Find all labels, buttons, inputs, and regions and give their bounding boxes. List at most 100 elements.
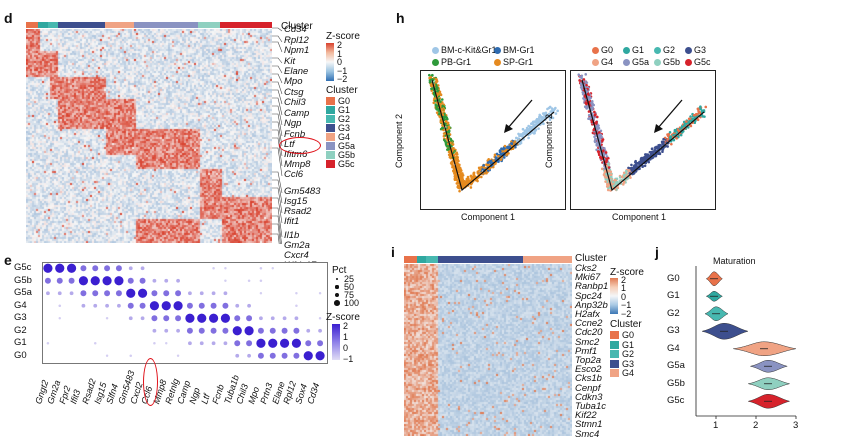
trajectory-point [451,147,455,150]
gene-leader-line [272,171,283,194]
dot [173,301,183,311]
dot [294,316,299,321]
panel-d-legend-label: G2 [338,114,351,124]
dot [58,317,61,320]
trajectory-point [604,180,607,183]
trajectory-point [430,87,433,91]
trajectory-point [589,96,592,100]
panel-e-zscore-tick: 1 [343,332,349,342]
trajectory-point [501,147,504,151]
panel-d-legend-label: G5b [338,150,356,160]
gene-leader-line [272,113,283,137]
trajectory-point [502,156,506,159]
trajectory-point [647,154,650,158]
panel-h-right-legend-dot [654,59,661,66]
dot [57,291,62,296]
dot [318,328,322,333]
dot [58,304,62,308]
panel-i-legend-swatch [610,350,619,358]
trajectory-point [675,137,678,140]
trajectory-point [689,115,692,118]
panel-d-zscore-tick: 1 [337,48,343,59]
trajectory-point [529,125,533,129]
gene-leader-line [272,65,283,74]
panel-d-zscore-tick: −1 [337,65,348,76]
panel-h-right-legend-label: G5b [663,57,681,67]
panel-j-letter: j [655,244,659,260]
dot [152,328,157,333]
trajectory-point [604,169,607,173]
trajectory-point [634,159,637,163]
trajectory-point [602,149,605,153]
panel-e-pct-dot [335,285,339,289]
gene-leader-line [272,89,283,105]
trajectory-point [627,169,631,173]
trajectory-point [643,155,647,159]
dot [291,338,302,348]
trajectory-point [578,79,581,82]
trajectory-point [635,162,638,166]
trajectory-point [521,134,524,137]
trajectory-point [453,172,456,175]
panel-d-cluster-segment [134,22,199,28]
dot [315,351,325,361]
panel-i-heatmap [404,264,572,436]
panel-i-legend-label: G1 [622,339,635,350]
panel-h-left-ylabel: Component 2 [394,113,405,169]
panel-e-letter: e [4,252,12,268]
trajectory-point [487,160,491,164]
trajectory-point [656,146,660,149]
trajectory-point [587,117,590,121]
panel-d-cluster-segment [26,22,39,28]
trajectory-point [527,124,530,128]
dot [115,290,122,297]
gene-leader-line [272,187,283,214]
dot [259,292,263,295]
dot [128,266,133,271]
trajectory-point [499,150,502,153]
trajectory-point [641,165,644,169]
panel-h-right-legend-dot [685,59,692,66]
dot [139,302,146,309]
trajectory-point [480,166,483,169]
trajectory-point [689,124,693,128]
trajectory-point [699,105,702,108]
panel-j-row-label: G4 [667,342,680,354]
trajectory-point [661,141,664,145]
gene-leader-line [272,35,283,43]
trajectory-point [440,98,444,101]
panel-d-zscore-tick: −2 [337,74,348,84]
panel-d-cluster-segment [198,22,221,28]
trajectory-point [542,112,546,115]
panel-i-gene-label: Cdc20 [575,327,603,339]
dot [104,290,111,297]
dot [293,352,300,359]
dot [164,328,169,333]
gene-label-mpo: Mpo [284,76,303,87]
panel-d-legend-label: G5a [338,141,356,151]
dot [140,266,145,271]
trajectory-point [449,141,452,145]
gene-label-kit: Kit [284,56,296,67]
dot [165,342,168,345]
dot [303,351,313,361]
gene-label-rsad2: Rsad2 [284,206,312,217]
trajectory-point [670,142,673,146]
panel-e-pct-tick: 25 [344,274,355,284]
trajectory-point [482,166,486,169]
panel-e-row-label: G5a [14,287,32,299]
panel-h-right-legend-label: G1 [632,45,645,55]
dot [281,327,288,334]
gene-label-ifitm6: Ifitm6 [284,149,308,160]
panel-d-legend-label: G3 [338,123,351,133]
panel-i-legend-label: G2 [622,349,635,359]
mmp8-highlight-ellipse [279,137,321,154]
trajectory-point [661,150,664,154]
panel-h-left-legend-label: PB-Gr1 [441,57,472,67]
dot [199,341,204,346]
trajectory-point [554,112,558,115]
panel-e-zscore-tick: −1 [343,354,354,364]
panel-i-cluster-segment [437,256,524,263]
panel-i-letter: i [391,244,395,260]
gene-leader-line [272,215,282,244]
